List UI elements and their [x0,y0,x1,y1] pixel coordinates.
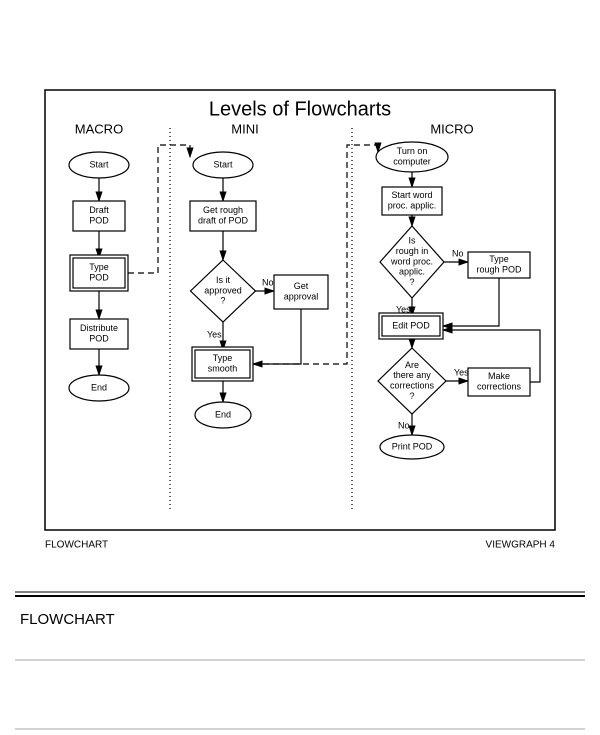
svg-text:corrections: corrections [390,381,435,391]
edge [253,309,301,364]
svg-text:Draft: Draft [89,205,109,215]
svg-text:rough POD: rough POD [476,265,522,275]
svg-text:there any: there any [393,370,431,380]
svg-text:No: No [262,277,274,287]
svg-text:Type: Type [489,254,509,264]
svg-text:POD: POD [89,216,109,226]
svg-text:Is it: Is it [216,275,231,285]
svg-text:Print POD: Print POD [392,441,433,451]
svg-text:applic.: applic. [399,267,425,277]
svg-text:Edit POD: Edit POD [392,320,430,330]
edge [443,278,499,326]
svg-text:Get: Get [294,281,309,291]
svg-text:smooth: smooth [208,364,238,374]
svg-text:computer: computer [393,157,431,167]
edge [128,145,190,273]
svg-text:proc. applic.: proc. applic. [388,201,437,211]
svg-text:End: End [91,382,107,392]
svg-text:approval: approval [284,292,319,302]
svg-text:word proc.: word proc. [390,256,433,266]
svg-text:Type: Type [213,353,233,363]
svg-text:Are: Are [405,360,419,370]
svg-text:VIEWGRAPH 4: VIEWGRAPH 4 [486,540,556,551]
svg-text:Levels of Flowcharts: Levels of Flowcharts [209,98,391,120]
svg-text:Make: Make [488,371,510,381]
svg-text:approved: approved [204,285,242,295]
edge [253,145,378,364]
svg-text:End: End [215,409,231,419]
svg-text:FLOWCHART: FLOWCHART [45,540,108,551]
svg-text:MICRO: MICRO [430,121,473,136]
svg-text:MACRO: MACRO [75,121,123,136]
svg-text:POD: POD [89,273,109,283]
svg-text:?: ? [409,391,414,401]
svg-text:Distribute: Distribute [80,323,118,333]
svg-text:MINI: MINI [231,121,258,136]
svg-text:Get rough: Get rough [203,205,243,215]
svg-text:rough in: rough in [396,246,429,256]
svg-text:corrections: corrections [477,382,522,392]
svg-text:Turn on: Turn on [397,146,428,156]
svg-text:Type: Type [89,262,109,272]
svg-text:No: No [398,420,410,430]
svg-text:Start word: Start word [391,190,432,200]
svg-text:No: No [452,248,464,258]
svg-text:Is: Is [408,236,416,246]
svg-text:Start: Start [89,159,109,169]
svg-text:Start: Start [213,159,233,169]
svg-text:FLOWCHART: FLOWCHART [20,611,115,628]
svg-text:?: ? [409,277,414,287]
svg-text:POD: POD [89,334,109,344]
svg-text:Yes: Yes [207,329,222,339]
svg-text:draft of POD: draft of POD [198,216,249,226]
svg-text:Yes: Yes [454,367,469,377]
svg-text:?: ? [220,296,225,306]
